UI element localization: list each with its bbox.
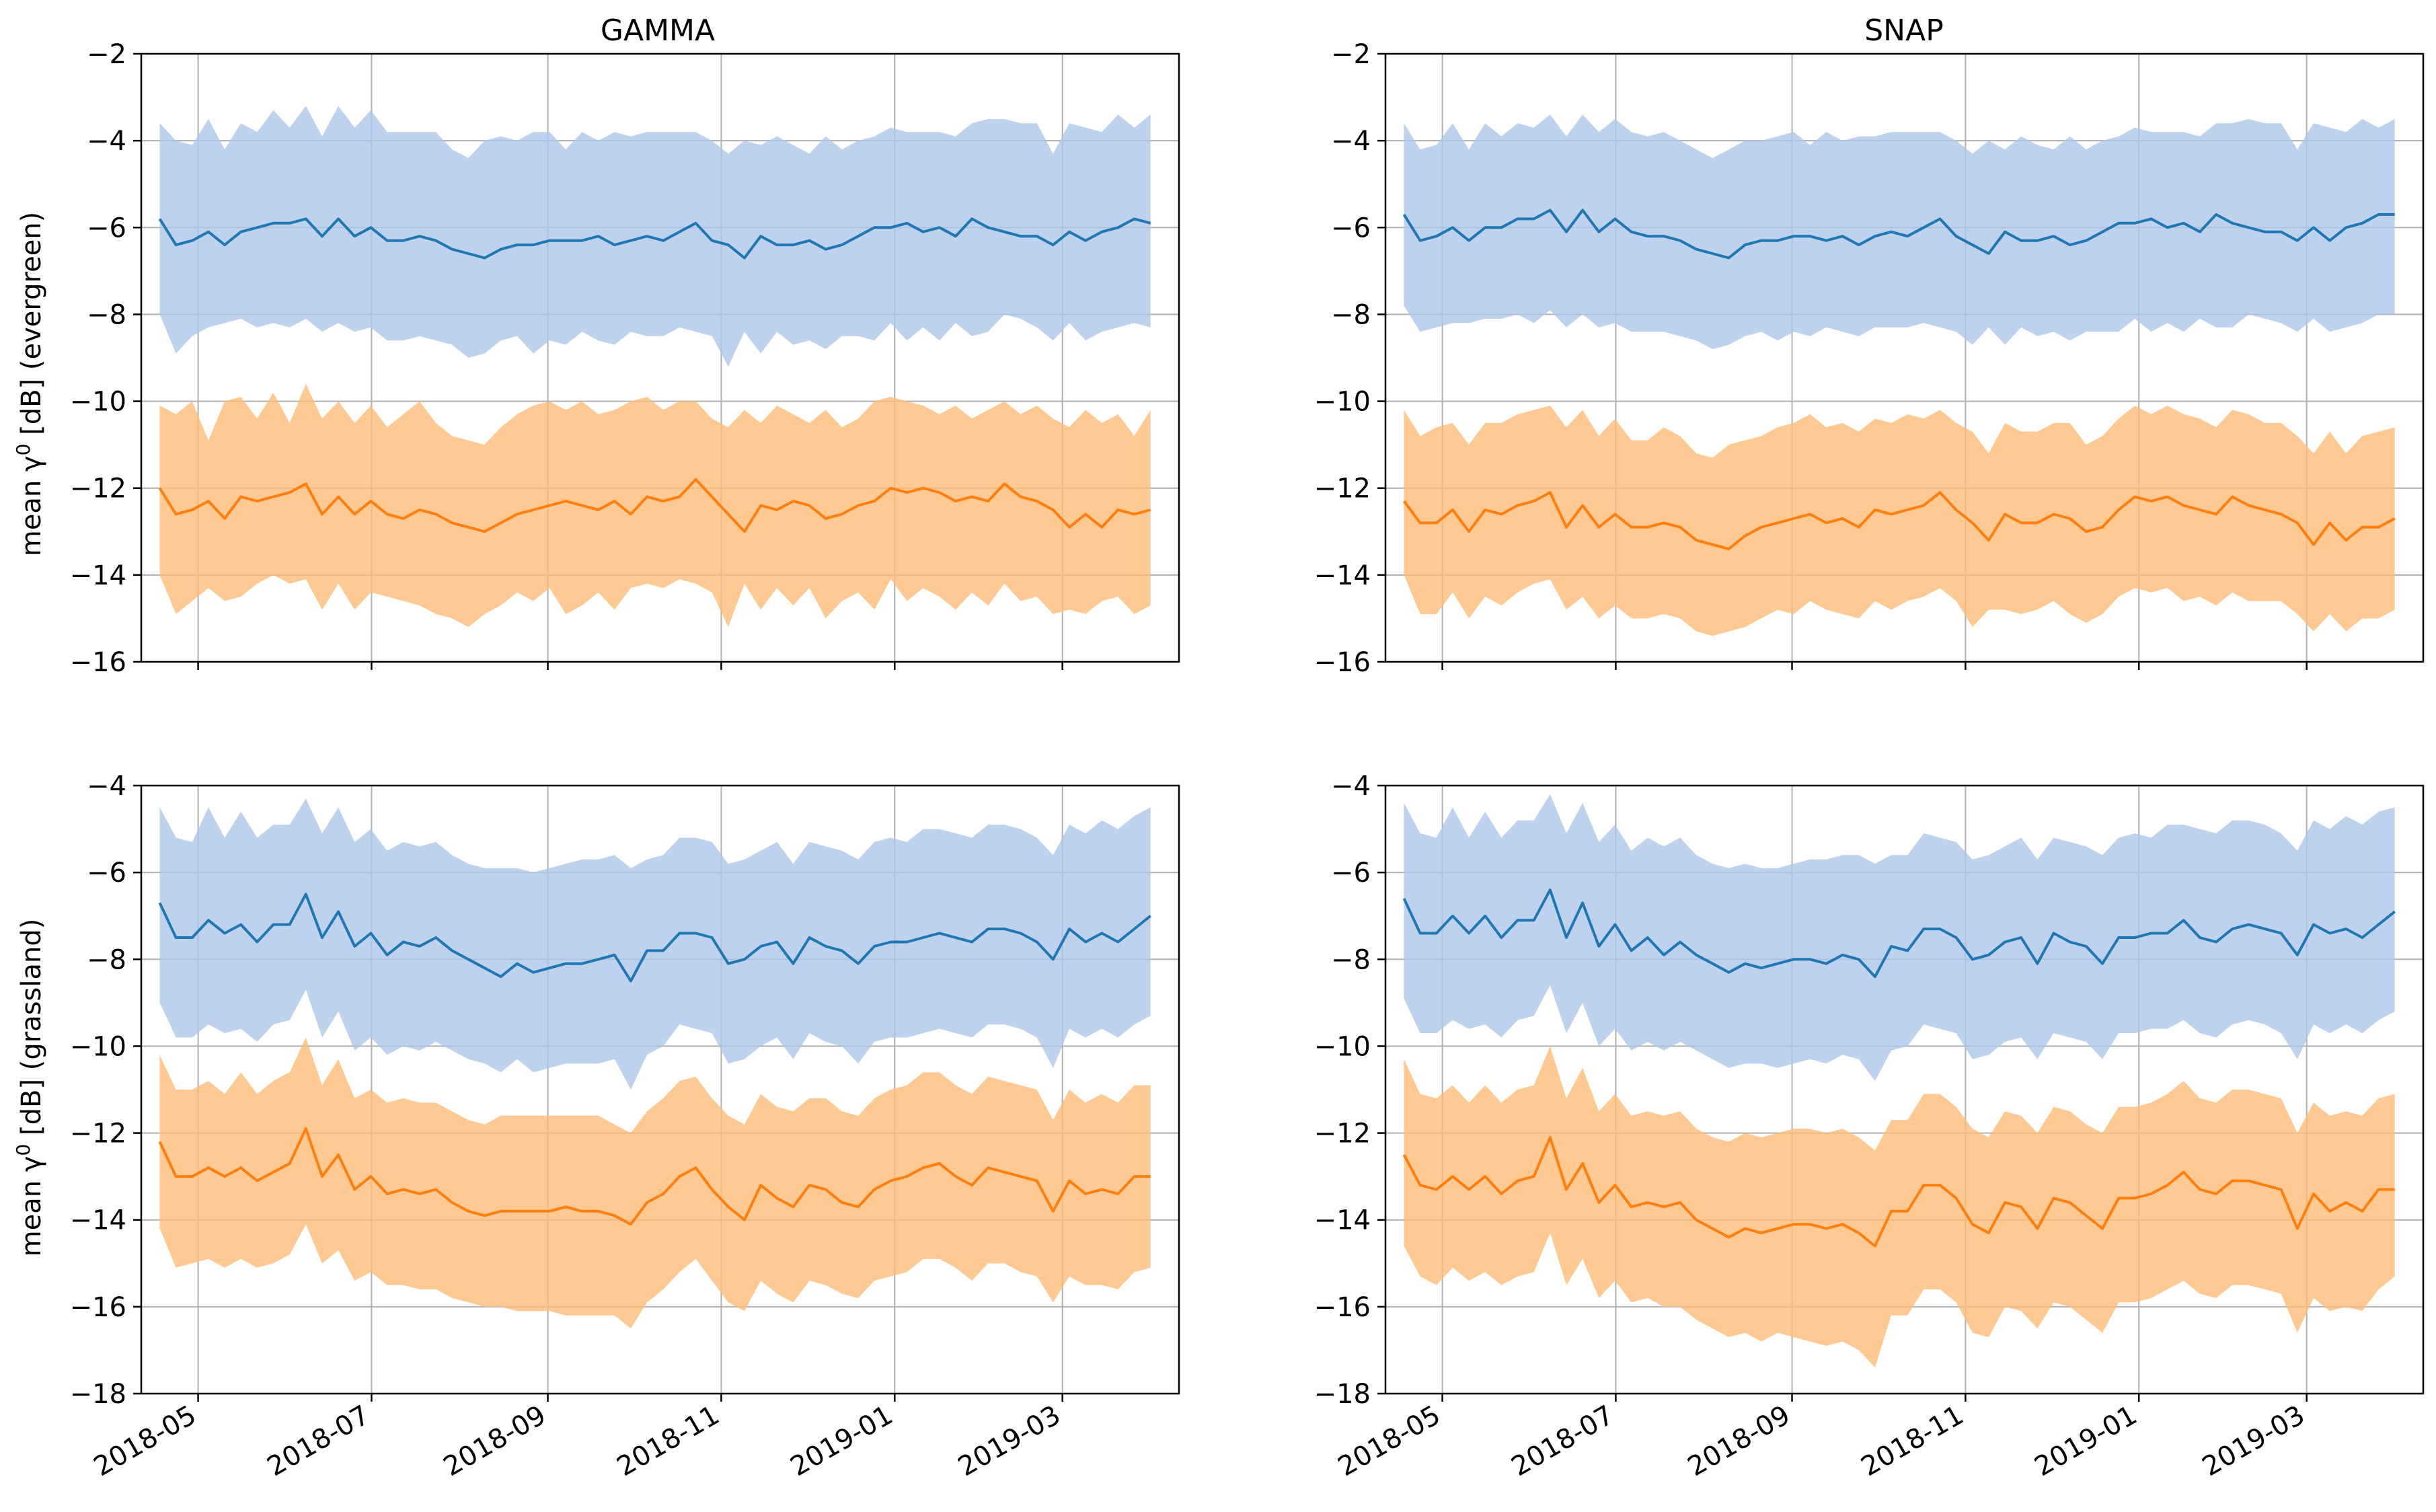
snap-evergreen-y-tick-label-2: −6 [1331, 213, 1371, 243]
gamma-evergreen-y-tick-label-4: −10 [70, 387, 126, 418]
gamma-evergreen-y-tick-label-5: −12 [70, 474, 126, 504]
gamma-evergreen-y-tick-label-1: −4 [87, 126, 126, 157]
gamma-evergreen-vh-band [159, 383, 1151, 628]
snap-evergreen-y-tick-label-7: −16 [1314, 647, 1371, 678]
gamma-evergreen-frame [140, 52, 1180, 663]
snap-evergreen-frame [1384, 52, 2425, 663]
snap-grassland-y-tick-label-6: −16 [1314, 1292, 1371, 1323]
gamma-evergreen-y-tick-label-2: −6 [87, 213, 126, 243]
gamma-grassland-vv-mean-line [158, 893, 1151, 983]
snap-grassland-vh-mean-line [1402, 1136, 2395, 1248]
snap-evergreen-vv-band [1404, 114, 2395, 350]
gamma-grassland-y-tick-label-2: −8 [87, 944, 126, 975]
gamma-evergreen-vv-band [159, 106, 1151, 367]
gamma-evergreen-title: GAMMA [601, 13, 715, 48]
snap-evergreen-title: SNAP [1864, 13, 1943, 48]
snap-grassland-y-tick-label-5: −14 [1314, 1205, 1371, 1236]
gamma-grassland-frame [140, 784, 1180, 1395]
gamma-grassland-vv-band [159, 798, 1151, 1090]
snap-evergreen-y-tick-label-0: −2 [1331, 39, 1371, 70]
gamma-grassland-panel: mean γ0 [dB] (grassland) −4 −6 −8 −10 −12 −14… [12, 771, 1180, 1482]
snap-grassland-y-tick-label-0: −4 [1331, 771, 1371, 802]
snap-grassland-vv-mean-line [1402, 889, 2396, 979]
gamma-evergreen-y-axis-label: mean γ0 [dB] (evergreen) [12, 212, 48, 557]
gamma-evergreen-vh-mean-line [158, 478, 1151, 533]
snap-evergreen-vh-band [1404, 406, 2395, 636]
gamma-grassland-y-tick-label-4: −12 [70, 1119, 126, 1149]
snap-grassland-y-tick-label-1: −6 [1331, 858, 1371, 889]
snap-evergreen-y-tick-label-6: −14 [1314, 560, 1371, 591]
gamma-grassland-vh-band [159, 1037, 1151, 1329]
snap-grassland-y-tick-label-7: −18 [1314, 1379, 1371, 1410]
gamma-grassland-y-tick-label-3: −10 [70, 1031, 126, 1062]
snap-evergreen-y-tick-label-1: −4 [1331, 126, 1371, 157]
gamma-evergreen-vv-mean-line [158, 217, 1151, 260]
snap-evergreen-y-tick-label-3: −8 [1331, 299, 1371, 330]
gamma-evergreen-panel: GAMMA mean γ0 [dB] (evergreen) −2 −4 −6 −8 −… [12, 13, 1180, 678]
gamma-grassland-y-tick-label-0: −4 [87, 771, 126, 802]
gamma-grassland-y-tick-label-1: −6 [87, 858, 126, 889]
gamma-evergreen-y-tick-label-0: −2 [87, 39, 126, 70]
snap-grassland-vv-band [1404, 794, 2395, 1082]
snap-grassland-y-tick-label-3: −10 [1314, 1031, 1371, 1062]
snap-grassland-y-tick-label-4: −12 [1314, 1119, 1371, 1149]
snap-evergreen-panel: SNAP −2 −4 −6 −8 −10 −12 −14 −16 [1314, 13, 2425, 678]
gamma-grassland-y-tick-label-6: −16 [70, 1292, 126, 1323]
snap-grassland-vh-band [1404, 1046, 2395, 1368]
snap-grassland-frame [1384, 784, 2425, 1395]
snap-evergreen-y-tick-label-4: −10 [1314, 387, 1371, 418]
snap-evergreen-vh-mean-line [1402, 491, 2396, 551]
gamma-evergreen-y-tick-label-7: −16 [70, 647, 126, 678]
gamma-grassland-y-tick-label-7: −18 [70, 1379, 126, 1410]
snap-evergreen-vv-mean-line [1402, 209, 2395, 260]
snap-evergreen-y-tick-label-5: −12 [1314, 474, 1371, 504]
snap-grassland-y-tick-label-2: −8 [1331, 944, 1371, 975]
gamma-grassland-y-axis-label: mean γ0 [dB] (grassland) [12, 919, 48, 1257]
gamma-grassland-vh-mean-line [158, 1127, 1151, 1226]
gamma-evergreen-y-tick-label-6: −14 [70, 560, 126, 591]
gamma-evergreen-y-tick-label-3: −8 [87, 299, 126, 330]
gamma-grassland-y-tick-label-5: −14 [70, 1205, 126, 1236]
